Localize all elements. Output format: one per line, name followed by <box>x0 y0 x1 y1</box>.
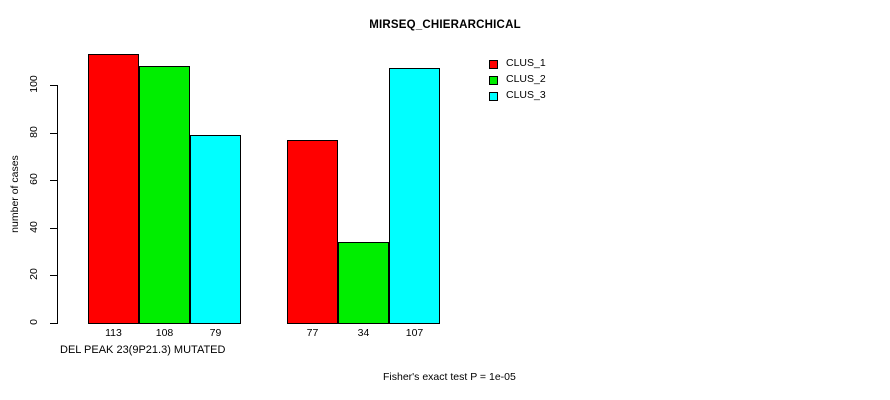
chart-title: MIRSEQ_CHIERARCHICAL <box>369 19 521 31</box>
bar-value-label: 107 <box>405 327 424 339</box>
y-axis-tick-label: 80 <box>28 125 40 138</box>
y-axis-tick-label: 60 <box>28 173 40 186</box>
bar-clus_1-group-1 <box>88 54 139 324</box>
y-axis-tick-label: 0 <box>28 319 40 325</box>
bar-value-label: 79 <box>209 327 222 339</box>
legend-swatch-icon <box>489 92 498 101</box>
legend-swatch-icon <box>489 76 498 85</box>
bar-value-label: 113 <box>105 327 122 339</box>
y-axis-tick-label: 100 <box>28 75 40 93</box>
y-axis-tick <box>50 323 57 324</box>
bar-clus_3-group-1 <box>190 134 241 324</box>
y-axis-tick <box>50 132 57 134</box>
bar-value-label: 108 <box>155 327 174 339</box>
y-axis-tick-label: 20 <box>28 268 40 281</box>
fisher-test-annotation: Fisher's exact test P = 1e-05 <box>383 371 516 383</box>
y-axis-tick-label: 40 <box>28 220 40 233</box>
legend-swatch-icon <box>489 60 498 69</box>
y-axis-tick <box>50 85 57 86</box>
y-axis-tick <box>50 180 57 182</box>
bar-clus_3-group-2 <box>389 68 440 324</box>
y-axis-tick <box>50 227 57 229</box>
legend-item-label: CLUS_1 <box>506 57 546 69</box>
bar-value-label: 77 <box>306 327 319 339</box>
y-axis-tick <box>50 275 57 277</box>
bar-clus_2-group-2 <box>338 242 389 324</box>
legend-item-label: CLUS_2 <box>506 73 546 85</box>
bar-clus_2-group-1 <box>139 65 190 324</box>
bar-value-label: 34 <box>357 327 370 339</box>
y-axis-label: number of cases <box>9 155 21 233</box>
x-axis-group-label: DEL PEAK 23(9P21.3) MUTATED <box>60 344 226 356</box>
bar-clus_1-group-2 <box>287 139 338 324</box>
legend-item-label: CLUS_3 <box>506 89 546 101</box>
y-axis-line <box>57 85 58 324</box>
